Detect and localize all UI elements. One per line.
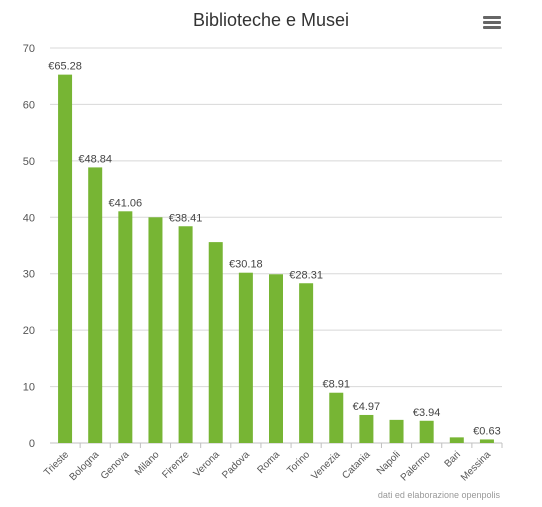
y-tick-label: 30: [23, 269, 35, 281]
bar: [178, 226, 193, 443]
bar: [329, 392, 344, 443]
y-tick-label: 0: [29, 438, 35, 450]
x-tick-label: Trieste: [42, 449, 71, 478]
bar: [389, 419, 404, 443]
y-tick-label: 10: [23, 382, 35, 394]
data-label: €38.41: [169, 212, 203, 224]
data-label: €30.18: [229, 259, 263, 271]
bar: [148, 217, 163, 443]
bar: [269, 274, 283, 443]
x-tick-label: Bologna: [68, 449, 102, 483]
y-tick-label: 40: [23, 212, 35, 224]
bar: [118, 211, 133, 443]
bar: [88, 167, 103, 443]
bar: [419, 420, 434, 443]
bar: [238, 272, 253, 443]
chart-title: Biblioteche e Musei: [192, 10, 350, 30]
bar: [299, 283, 314, 443]
x-tick-label: Torino: [285, 449, 312, 476]
data-label: €8.91: [323, 379, 351, 391]
bar: [208, 242, 223, 443]
x-tick-label: Catania: [340, 449, 372, 481]
data-label: €41.06: [109, 197, 143, 209]
bar: [359, 414, 374, 443]
data-label: €28.31: [289, 269, 323, 281]
data-label: €48.84: [78, 153, 112, 165]
x-tick-label: Verona: [192, 449, 222, 479]
x-tick-label: Padova: [220, 449, 252, 481]
y-tick-label: 50: [23, 156, 35, 168]
x-tick-label: Palermo: [399, 449, 433, 483]
x-tick-label: Venezia: [309, 449, 342, 482]
y-tick-label: 20: [23, 325, 35, 337]
credit-text: dati ed elaborazione openpolis: [377, 490, 500, 500]
bar: [58, 74, 73, 444]
x-tick-label: Roma: [255, 449, 282, 476]
hamburger-menu-icon[interactable]: [480, 14, 504, 34]
x-tick-label: Firenze: [160, 449, 192, 481]
x-tick-label: Messina: [459, 449, 493, 483]
y-tick-label: 70: [23, 43, 35, 55]
x-tick-label: Milano: [133, 449, 162, 478]
x-tick-label: Napoli: [375, 449, 403, 477]
data-label: €65.28: [48, 61, 82, 73]
data-label: €4.97: [353, 401, 381, 413]
bar: [479, 439, 494, 443]
data-label: €3.94: [413, 407, 441, 419]
bar: [449, 437, 464, 443]
x-tick-label: Genova: [99, 449, 132, 482]
y-tick-label: 60: [23, 99, 35, 111]
x-tick-label: Bari: [443, 449, 463, 469]
data-label: €0.63: [473, 425, 501, 437]
